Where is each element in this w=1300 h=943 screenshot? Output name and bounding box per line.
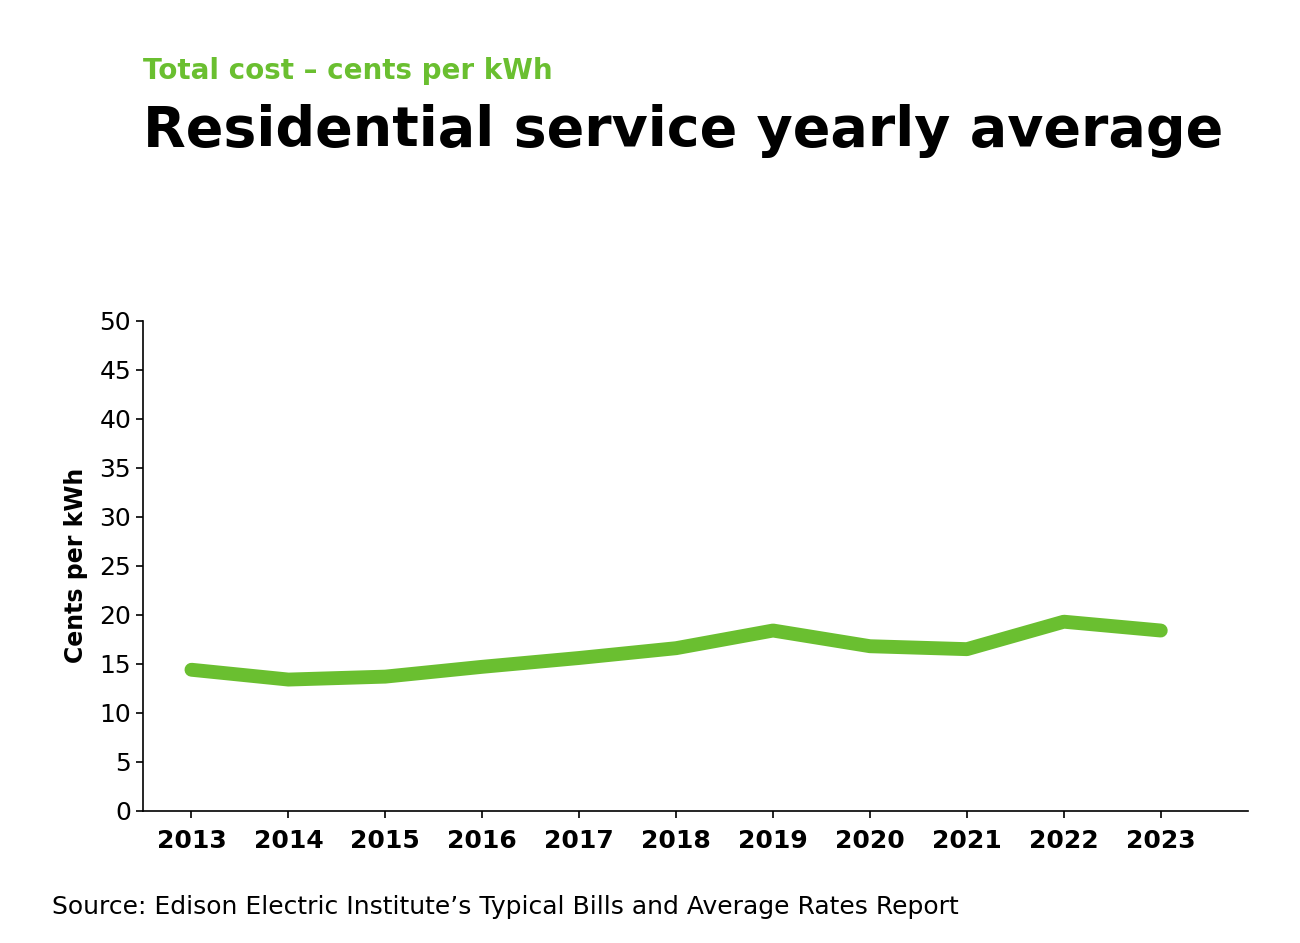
Y-axis label: Cents per kWh: Cents per kWh: [64, 468, 88, 664]
Text: Total cost – cents per kWh: Total cost – cents per kWh: [143, 57, 552, 85]
Text: Source: Edison Electric Institute’s Typical Bills and Average Rates Report: Source: Edison Electric Institute’s Typi…: [52, 896, 959, 919]
Text: Residential service yearly average: Residential service yearly average: [143, 104, 1223, 157]
